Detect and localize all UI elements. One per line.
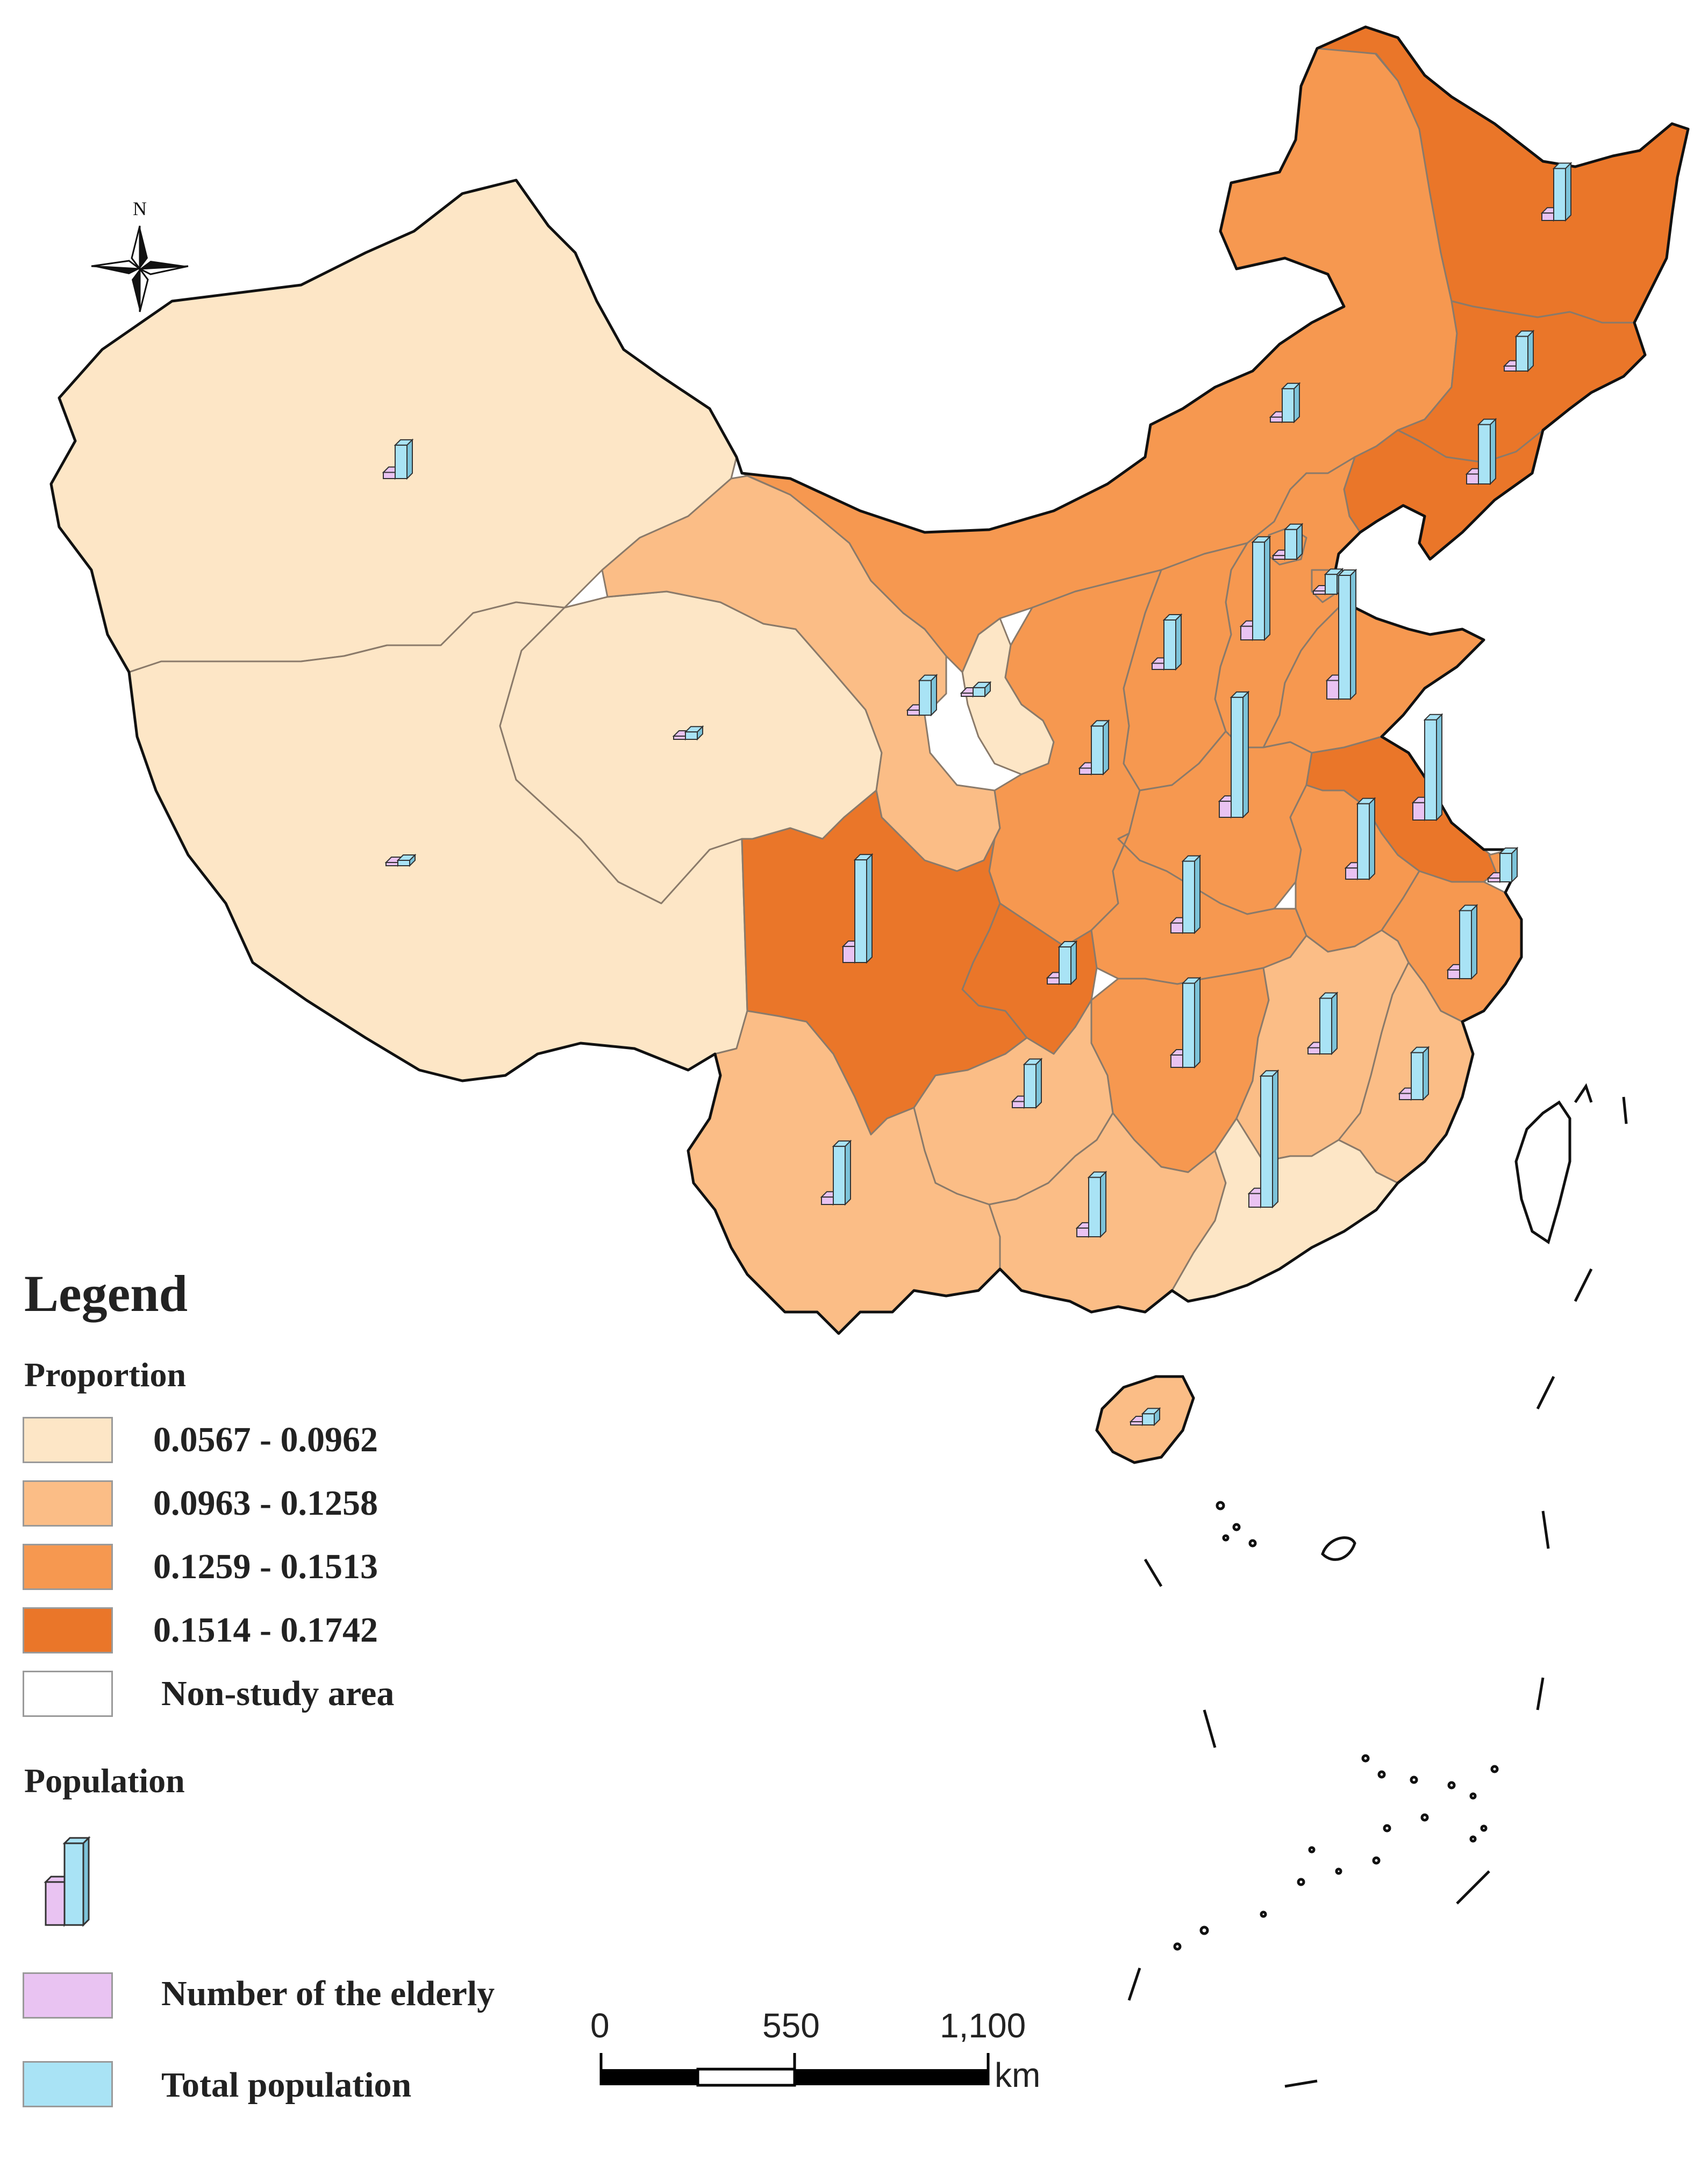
- bar-symbol-guizhou: [1011, 1058, 1043, 1109]
- legend-swatch-total: [23, 2061, 113, 2107]
- taiwan-outline: [1514, 1100, 1571, 1244]
- bar-symbol-xinjiang: [382, 438, 414, 480]
- legend-label-class-2: 0.0963 - 0.1258: [153, 1484, 378, 1523]
- scale-tick-550: 550: [762, 2006, 820, 2045]
- legend-label-class-3: 0.1259 - 0.1513: [153, 1547, 378, 1586]
- bar-symbol-shanxi: [1150, 613, 1183, 671]
- north-arrow: N: [91, 198, 189, 312]
- legend-label-non-study: Non-study area: [161, 1674, 395, 1713]
- bar-symbol-ningxia: [960, 681, 992, 698]
- legend-label-class-1: 0.0567 - 0.0962: [153, 1420, 378, 1459]
- legend-swatch-elderly: [23, 1972, 113, 2019]
- legend-swatch-class-4: [23, 1607, 113, 1653]
- bar-symbol-shandong: [1325, 568, 1357, 701]
- bar-symbol-zhejiang: [1446, 904, 1478, 980]
- bar-symbol-chongqing: [1046, 940, 1078, 986]
- bar-symbol-hunan: [1169, 976, 1202, 1069]
- bar-symbol-sichuan: [841, 853, 874, 964]
- legend-label-class-4: 0.1514 - 0.1742: [153, 1610, 378, 1650]
- bar-symbol-guangxi: [1075, 1171, 1107, 1238]
- north-label: N: [133, 198, 147, 219]
- south-china-sea-islands: [1127, 1083, 1628, 2088]
- scale-bar: [599, 2053, 990, 2087]
- bar-symbol-heilongjiang: [1540, 161, 1573, 222]
- bar-symbol-shanghai: [1487, 846, 1519, 883]
- bar-symbol-hainan: [1129, 1407, 1161, 1427]
- bar-symbol-henan: [1218, 690, 1250, 819]
- legend-population-heading: Population: [24, 1762, 185, 1800]
- scale-tick-1100: 1,100: [940, 2006, 1026, 2045]
- bar-symbol-liaoning: [1465, 418, 1497, 486]
- bar-symbol-guangdong: [1247, 1069, 1280, 1209]
- bar-symbol-gansu: [906, 674, 938, 717]
- region-taiwan: [1515, 1101, 1571, 1243]
- legend-title: Legend: [24, 1265, 188, 1322]
- bar-symbol-fujian: [1398, 1046, 1430, 1101]
- legend-bar-symbol: [44, 1836, 91, 1927]
- bar-symbol-jilin: [1503, 330, 1535, 373]
- scale-unit: km: [995, 2056, 1041, 2094]
- bar-symbol-jiangxi: [1306, 992, 1339, 1056]
- bar-symbol-jiangsu: [1411, 713, 1443, 822]
- legend-swatch-class-3: [23, 1544, 113, 1590]
- scale-tick-0: 0: [590, 2006, 610, 2045]
- bar-symbol-inner-mongolia: [1269, 382, 1301, 424]
- legend-label-total: Total population: [161, 2065, 412, 2105]
- legend-swatch-class-1: [23, 1417, 113, 1463]
- bar-symbol-anhui: [1344, 797, 1376, 881]
- bar-symbol-beijing: [1271, 523, 1304, 561]
- population-bars: [382, 161, 1573, 1427]
- legend-swatch-non-study: [23, 1671, 113, 1717]
- legend-label-elderly: Number of the elderly: [161, 1974, 495, 2013]
- legend-swatch-class-2: [23, 1480, 113, 1527]
- hainan-outline: [1095, 1375, 1195, 1464]
- bar-symbol-hubei: [1169, 854, 1202, 935]
- bar-symbol-tibet: [384, 853, 417, 867]
- bar-symbol-shaanxi: [1078, 719, 1110, 776]
- bar-symbol-qinghai: [672, 725, 704, 741]
- country-outline: [49, 25, 1690, 1335]
- legend-proportion-heading: Proportion: [24, 1356, 187, 1394]
- bar-symbol-hebei: [1239, 535, 1271, 641]
- bar-symbol-yunnan: [820, 1139, 852, 1206]
